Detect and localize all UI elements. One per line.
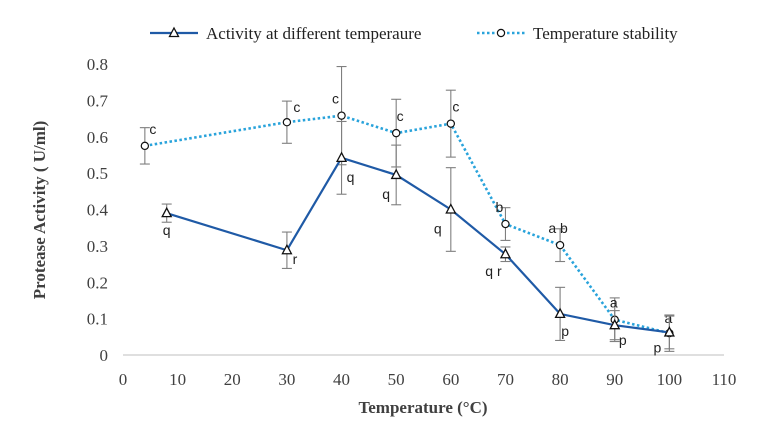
x-tick-label: 80 bbox=[552, 370, 569, 389]
data-point-circle bbox=[555, 240, 565, 250]
data-point-triangle bbox=[609, 318, 621, 330]
data-point-triangle bbox=[390, 168, 402, 180]
significance-label: p bbox=[619, 332, 627, 348]
data-point-circle bbox=[446, 119, 456, 128]
significance-label: b bbox=[496, 199, 504, 215]
x-tick-label: 110 bbox=[712, 370, 737, 389]
significance-label: q bbox=[382, 186, 390, 202]
significance-label: c bbox=[452, 99, 459, 115]
legend: Activity at different temperaure Tempera… bbox=[150, 24, 678, 43]
x-tick-label: 10 bbox=[169, 370, 186, 389]
data-point-circle bbox=[391, 128, 401, 138]
data-point-triangle bbox=[499, 247, 512, 259]
significance-label: q bbox=[163, 222, 171, 238]
series-activity: q r q q q q r p p p bbox=[161, 120, 675, 355]
y-tick-label: 0.8 bbox=[87, 55, 108, 74]
data-point-circle bbox=[140, 141, 150, 151]
x-tick-label: 70 bbox=[497, 370, 514, 389]
series-temperature-stability: c c c c c b a b a a bbox=[139, 65, 675, 352]
y-axis-title: Protease Activity ( U/ml) bbox=[30, 121, 49, 300]
legend-label-stability: Temperature stability bbox=[533, 24, 678, 43]
significance-label: q bbox=[434, 221, 442, 237]
significance-label: a b bbox=[548, 220, 568, 236]
data-point-triangle bbox=[281, 243, 293, 255]
x-tick-label: 0 bbox=[119, 370, 128, 389]
legend-item-stability: Temperature stability bbox=[477, 24, 678, 43]
significance-label: c bbox=[293, 99, 300, 115]
x-tick-label: 50 bbox=[388, 370, 405, 389]
significance-label: a bbox=[664, 310, 672, 326]
data-point-triangle bbox=[663, 326, 675, 337]
significance-label: c bbox=[149, 121, 156, 137]
y-tick-label: 0.1 bbox=[87, 310, 108, 329]
x-tick-label: 20 bbox=[224, 370, 241, 389]
x-axis-ticks: 0 10 20 30 40 50 60 70 80 90 100 110 bbox=[119, 370, 737, 389]
data-point-triangle bbox=[335, 151, 348, 162]
significance-label: p bbox=[653, 339, 661, 355]
x-tick-label: 30 bbox=[278, 370, 295, 389]
legend-item-activity: Activity at different temperaure bbox=[150, 24, 421, 43]
y-tick-label: 0.3 bbox=[87, 237, 108, 256]
y-tick-label: 0 bbox=[100, 346, 109, 365]
significance-label: a bbox=[610, 295, 618, 311]
data-point-triangle bbox=[445, 203, 457, 214]
data-point-triangle bbox=[554, 307, 566, 319]
significance-label: p bbox=[561, 323, 569, 339]
y-tick-label: 0.6 bbox=[87, 128, 108, 147]
data-point-circle bbox=[282, 117, 292, 127]
data-point-triangle bbox=[161, 206, 173, 218]
x-tick-label: 60 bbox=[442, 370, 459, 389]
x-tick-label: 90 bbox=[606, 370, 623, 389]
y-tick-label: 0.7 bbox=[87, 91, 109, 110]
significance-label: q r bbox=[485, 263, 502, 279]
x-axis-title: Temperature (°C) bbox=[358, 398, 487, 417]
significance-label: r bbox=[293, 251, 298, 267]
significance-label: c bbox=[332, 91, 339, 107]
legend-marker-triangle-icon bbox=[168, 26, 180, 38]
data-point-circle bbox=[501, 219, 510, 229]
x-tick-label: 100 bbox=[657, 370, 683, 389]
series-line bbox=[144, 114, 670, 335]
significance-label: q bbox=[347, 169, 355, 185]
legend-marker-circle-icon bbox=[496, 28, 506, 38]
legend-label-activity: Activity at different temperaure bbox=[206, 24, 421, 43]
y-axis-ticks: 0 0.1 0.2 0.3 0.4 0.5 0.6 0.7 0.8 bbox=[87, 55, 109, 365]
data-point-circle bbox=[337, 111, 346, 120]
series-line bbox=[166, 156, 670, 334]
x-tick-label: 40 bbox=[333, 370, 350, 389]
y-tick-label: 0.4 bbox=[87, 201, 109, 220]
y-tick-label: 0.5 bbox=[87, 164, 108, 183]
significance-label: c bbox=[397, 108, 404, 124]
y-tick-label: 0.2 bbox=[87, 273, 108, 292]
